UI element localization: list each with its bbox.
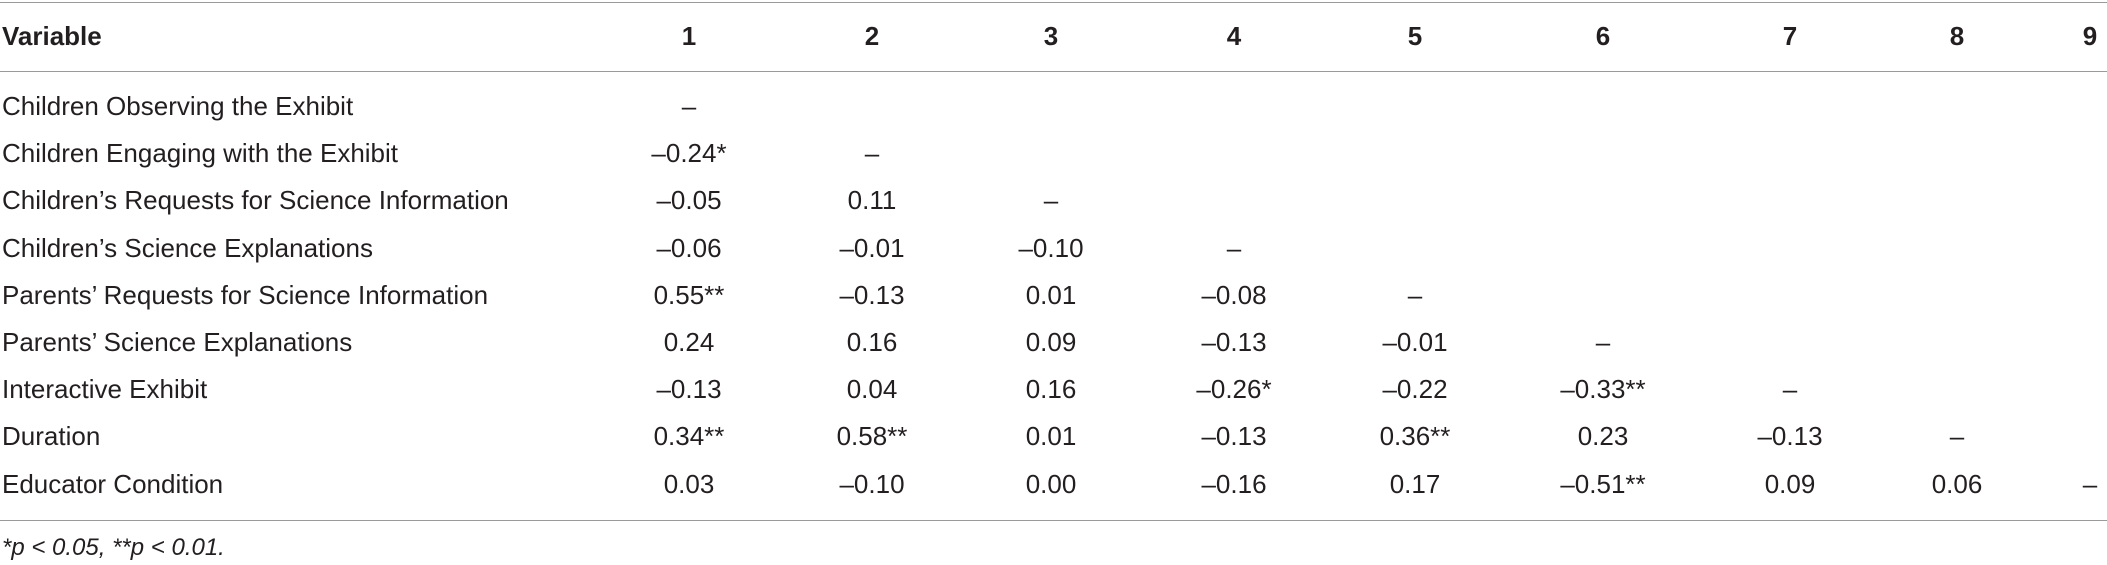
cell: –0.16: [1201, 468, 1267, 499]
cell: –0.24*: [651, 138, 727, 169]
cell: 0.17: [1389, 468, 1441, 499]
cell: –0.13: [839, 279, 905, 310]
cell: –: [1407, 279, 1423, 310]
cell: 0.16: [846, 327, 898, 357]
cell: 0.01: [1025, 421, 1077, 452]
header-cell: 7: [1782, 21, 1798, 51]
header-cell: Variable: [2, 21, 102, 51]
header-cell: 9: [2082, 21, 2098, 51]
cell: –: [1782, 374, 1798, 405]
cell: –: [1226, 232, 1242, 263]
cell: –0.01: [1382, 327, 1448, 357]
cell: 0.58**: [836, 421, 908, 452]
row-label: Children’s Requests for Science Informat…: [2, 185, 509, 216]
cell: 0.24: [663, 327, 715, 357]
cell: –0.06: [656, 232, 722, 263]
row-label: Interactive Exhibit: [2, 374, 208, 405]
cell: –: [1949, 421, 1965, 452]
header-cell: 3: [1043, 21, 1059, 51]
cell: –0.05: [656, 185, 722, 216]
cell: 0.16: [1025, 374, 1077, 405]
cell: –0.51**: [1560, 468, 1646, 499]
header-cell: 6: [1595, 21, 1611, 51]
header-rule: [0, 71, 2107, 72]
cell: –: [1595, 327, 1611, 357]
cell: –0.08: [1201, 279, 1267, 310]
cell: –0.01: [839, 232, 905, 263]
row-label: Children’s Science Explanations: [2, 232, 373, 263]
header-cell: 1: [681, 21, 697, 51]
row-label: Parents’ Science Explanations: [2, 327, 353, 357]
cell: 0.01: [1025, 279, 1077, 310]
row-label: Duration: [2, 421, 101, 452]
cell: 0.00: [1025, 468, 1077, 499]
cell: –0.26*: [1196, 374, 1272, 405]
cell: –0.10: [839, 468, 905, 499]
cell: –0.13: [1757, 421, 1823, 452]
row-label: Children Observing the Exhibit: [2, 91, 354, 121]
header-cell: 2: [864, 21, 880, 51]
cell: –0.13: [1201, 327, 1267, 357]
header-cell: 5: [1407, 21, 1423, 51]
cell: –0.13: [1201, 421, 1267, 452]
cell: 0.09: [1025, 327, 1077, 357]
cell: –0.33**: [1560, 374, 1646, 405]
cell: 0.03: [663, 468, 715, 499]
cell: 0.34**: [653, 421, 725, 452]
cell: –0.10: [1018, 232, 1084, 263]
bottom-rule: [0, 520, 2107, 521]
header-cell: 8: [1949, 21, 1965, 51]
top-rule: [0, 2, 2107, 3]
cell: 0.23: [1577, 421, 1629, 452]
footnote: *p < 0.05, **p < 0.01.: [2, 534, 225, 561]
cell: 0.09: [1764, 468, 1816, 499]
cell: –0.13: [656, 374, 722, 405]
row-label: Parents’ Requests for Science Informatio…: [2, 279, 489, 310]
cell: 0.06: [1931, 468, 1983, 499]
cell: –: [681, 91, 697, 121]
header-cell: 4: [1226, 21, 1242, 51]
cell: 0.04: [846, 374, 898, 405]
cell: 0.11: [847, 185, 897, 216]
cell: 0.36**: [1379, 421, 1451, 452]
cell: 0.55**: [653, 279, 725, 310]
row-label: Children Engaging with the Exhibit: [2, 138, 399, 169]
cell: –: [2082, 468, 2098, 499]
cell: –0.22: [1382, 374, 1448, 405]
cell: –: [1043, 185, 1059, 216]
row-label: Educator Condition: [2, 468, 224, 499]
cell: –: [864, 138, 880, 169]
